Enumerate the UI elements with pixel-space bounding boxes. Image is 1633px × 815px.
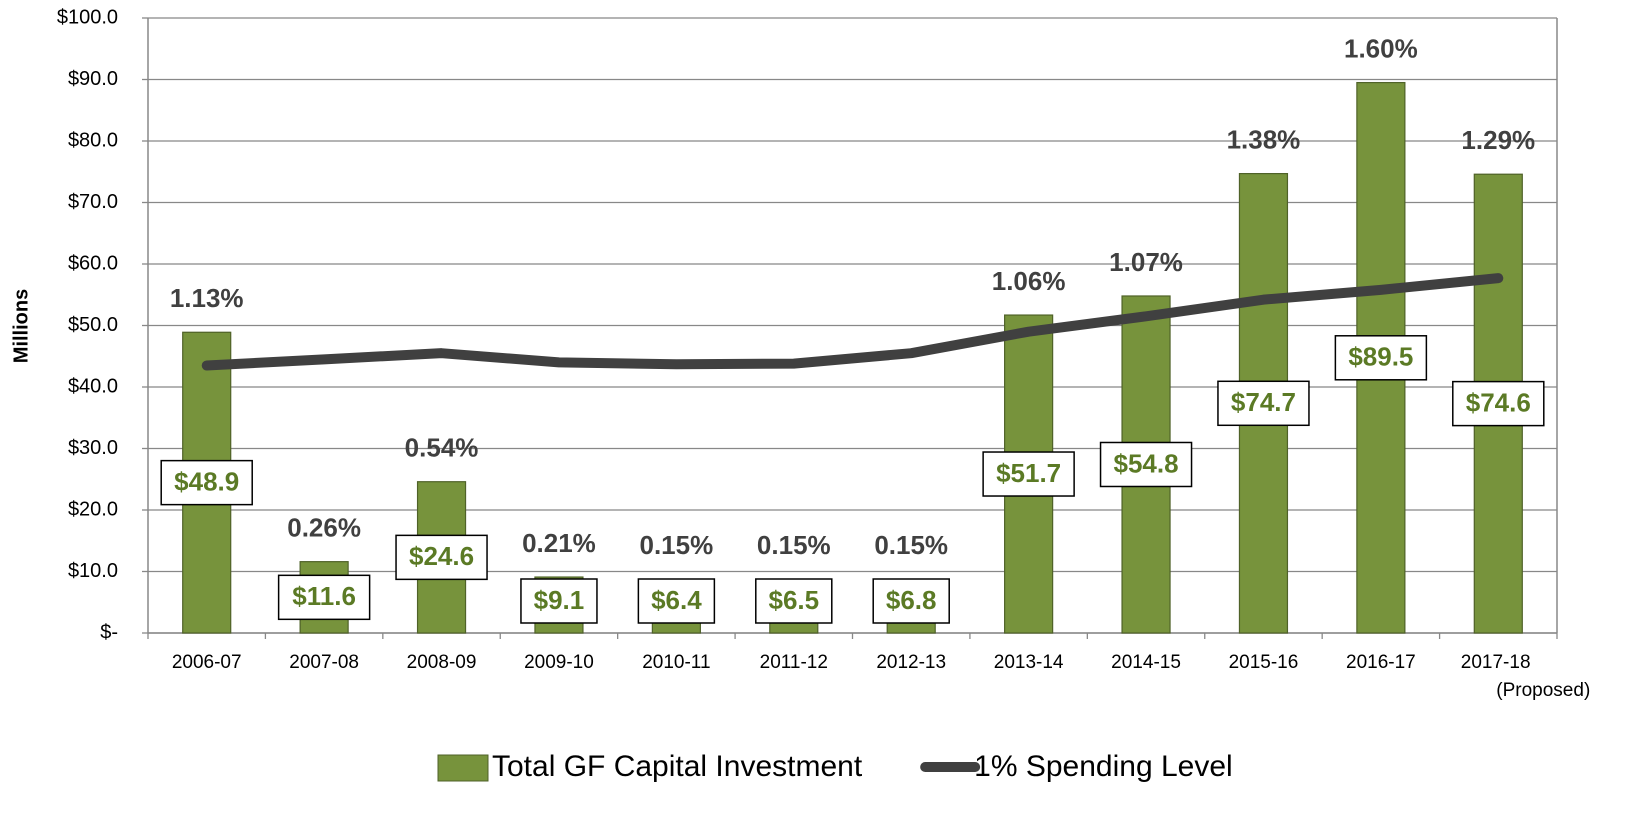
y-tick-label: $100.0	[57, 6, 118, 28]
y-axis-label: Millions	[10, 289, 32, 363]
value-label: $9.1	[534, 585, 585, 615]
y-tick-label: $80.0	[68, 129, 118, 151]
annotation: 1.38%	[1227, 124, 1301, 154]
x-tick-label: 2011-12	[760, 652, 828, 673]
value-label: $6.4	[651, 585, 702, 615]
value-label-box	[160, 459, 253, 506]
y-tick-label: $10.0	[68, 560, 118, 582]
value-label: $51.7	[996, 458, 1061, 488]
y-tick-label: $-	[100, 621, 118, 643]
x-tick-label: 2008-09	[407, 652, 477, 673]
value-label: $6.8	[886, 585, 937, 615]
value-label: $74.6	[1466, 387, 1531, 417]
value-label: $54.8	[1114, 448, 1179, 478]
annotation: 0.15%	[874, 530, 948, 560]
x-tick-label: 2010-11	[642, 652, 710, 673]
annotation: 1.13%	[170, 283, 244, 313]
x-tick-label: 2013-14	[994, 652, 1064, 673]
x-tick-label: 2009-10	[524, 652, 594, 673]
value-label: $6.5	[768, 585, 819, 615]
value-label-box	[1334, 335, 1428, 381]
value-label-box	[755, 578, 833, 624]
y-tick-label: $90.0	[68, 68, 118, 90]
value-label-box	[1217, 380, 1310, 427]
annotation: 1.06%	[992, 266, 1066, 296]
x-tick-label: 2007-08	[289, 652, 359, 673]
annotation: 1.60%	[1344, 33, 1418, 63]
annotation: 0.15%	[757, 530, 831, 560]
value-label-box	[277, 574, 371, 621]
annotation: 0.54%	[405, 433, 479, 463]
x-tick-label: 2014-15	[1111, 652, 1181, 673]
value-label: $24.6	[409, 541, 474, 571]
value-label-box	[982, 451, 1075, 497]
x-tick-label: 2006-07	[172, 652, 242, 673]
legend-label: Total GF Capital Investment	[492, 750, 863, 783]
y-tick-label: $50.0	[68, 314, 118, 336]
annotation: 1.07%	[1109, 247, 1183, 277]
value-label: $74.7	[1231, 387, 1296, 417]
annotation: 1.29%	[1461, 125, 1535, 155]
y-tick-label: $70.0	[68, 191, 118, 213]
value-label: $48.9	[174, 467, 239, 497]
line	[201, 273, 1504, 371]
value-label: $11.6	[292, 581, 356, 611]
value-label-box	[872, 578, 950, 624]
value-label-box	[520, 578, 598, 624]
legend-swatch	[437, 754, 489, 782]
value-label: $89.5	[1348, 342, 1413, 372]
value-label-box	[395, 534, 488, 581]
annotation: 0.15%	[640, 530, 714, 560]
y-tick-label: $60.0	[68, 252, 118, 274]
value-label-box	[637, 578, 716, 624]
x-tick-label: 2015-16	[1229, 652, 1299, 673]
annotation: 0.21%	[522, 528, 596, 558]
y-tick-label: $20.0	[68, 498, 118, 520]
legend-label: 1% Spending Level	[974, 750, 1233, 783]
x-tick-label: 2017-18 (Proposed)	[1461, 652, 1591, 701]
annotation: 0.26%	[287, 513, 361, 543]
x-tick-line: (Proposed)	[1496, 680, 1590, 701]
x-tick-label: 2016-17	[1346, 652, 1416, 673]
value-label-box	[1099, 441, 1193, 488]
y-tick-label: $40.0	[68, 375, 118, 397]
x-tick-line: 2017-18	[1461, 652, 1536, 673]
y-tick-label: $30.0	[68, 437, 118, 459]
value-label-box	[1452, 380, 1545, 427]
x-tick-label: 2012-13	[876, 652, 946, 673]
